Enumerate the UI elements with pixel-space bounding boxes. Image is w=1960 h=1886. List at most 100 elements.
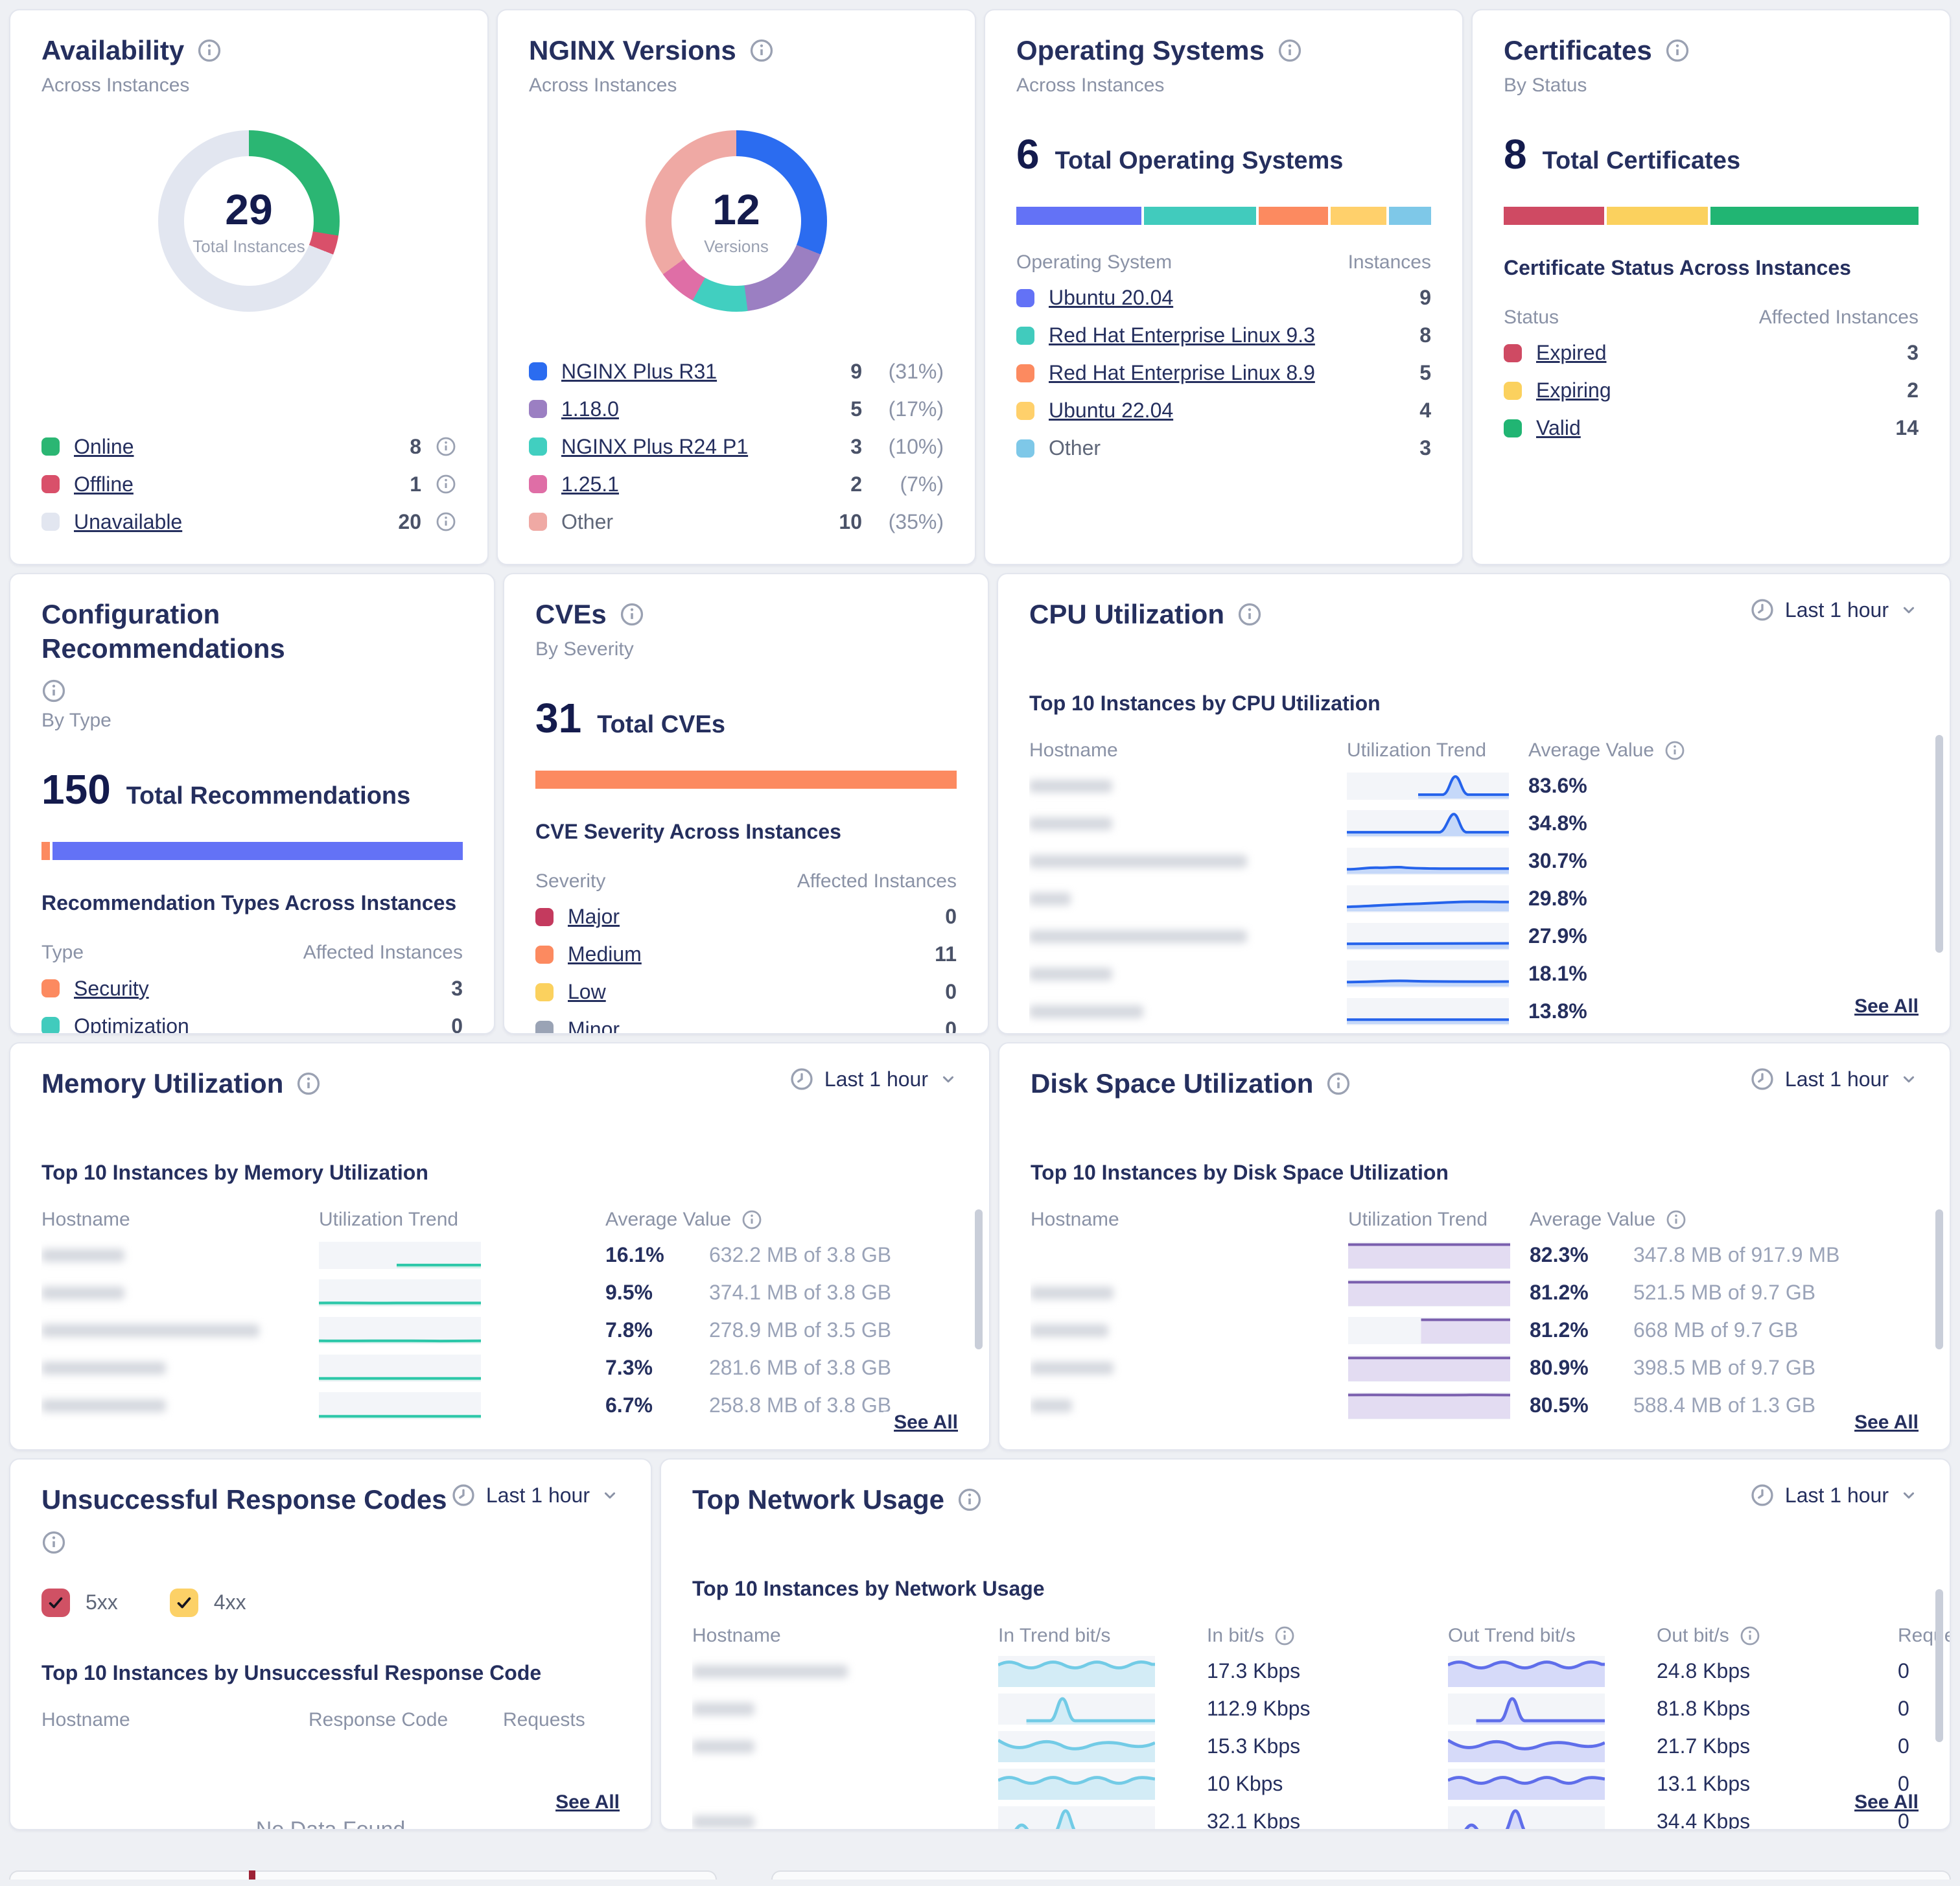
cves-stacked-bar: [535, 770, 957, 789]
hostname-link[interactable]: [1031, 1286, 1114, 1299]
info-icon[interactable]: [1237, 602, 1262, 627]
average-value: 18.1%: [1528, 962, 1587, 985]
info-icon[interactable]: [197, 38, 222, 63]
row-label[interactable]: Medium: [568, 942, 642, 966]
legend-label[interactable]: Offline: [74, 472, 134, 496]
info-icon[interactable]: [957, 1487, 982, 1512]
next-row-preview: [9, 1838, 1951, 1880]
hostname-link[interactable]: [1029, 892, 1071, 905]
scrollbar[interactable]: [1935, 735, 1943, 953]
hostname-link[interactable]: [1029, 854, 1247, 868]
legend-label[interactable]: NGINX Plus R24 P1: [561, 434, 749, 458]
info-icon[interactable]: [436, 511, 456, 532]
info-icon[interactable]: [1666, 1209, 1686, 1230]
table-header: Hostname Utilization Trend Average Value: [41, 1203, 958, 1237]
filter-checkbox[interactable]: [41, 1588, 70, 1617]
row-label[interactable]: Expiring: [1536, 378, 1611, 402]
row-label[interactable]: Red Hat Enterprise Linux 8.9: [1049, 361, 1315, 384]
bar-segment: [1016, 206, 1142, 225]
time-range-dropdown[interactable]: Last 1 hour: [1750, 598, 1919, 622]
table-header: Severity Affected Instances: [535, 865, 957, 898]
info-icon[interactable]: [296, 1071, 321, 1096]
see-all-link[interactable]: See All: [1844, 1791, 1919, 1813]
row-label[interactable]: Minor: [568, 1018, 620, 1034]
nginx-versions-legend: NGINX Plus R31 9 (31%) 1.18.0 5 (17%) NG: [529, 353, 944, 541]
row-label[interactable]: Ubuntu 20.04: [1049, 286, 1174, 309]
hostname-link[interactable]: [692, 1815, 754, 1828]
row-label[interactable]: Valid: [1536, 416, 1581, 439]
scrollbar[interactable]: [975, 1209, 983, 1349]
legend-item: Online 8: [41, 428, 456, 465]
hostname-link[interactable]: [41, 1399, 166, 1412]
see-all-link[interactable]: See All: [1844, 1412, 1919, 1434]
row-label[interactable]: Security: [74, 976, 149, 1000]
info-icon[interactable]: [741, 1209, 762, 1230]
time-range-dropdown[interactable]: Last 1 hour: [789, 1067, 958, 1091]
hostname-link[interactable]: [1029, 779, 1112, 793]
info-icon[interactable]: [1326, 1071, 1351, 1096]
hostname-link[interactable]: [692, 1664, 848, 1678]
legend-label[interactable]: 1.25.1: [561, 472, 619, 496]
table-row: 7.8% 278.9 MB of 3.5 GB: [41, 1312, 958, 1349]
table-row: 15.3 Kbps 21.7 Kbps 0: [692, 1728, 1919, 1765]
info-icon[interactable]: [1665, 38, 1690, 63]
clock-icon: [1751, 1068, 1773, 1090]
row-label[interactable]: Major: [568, 905, 620, 928]
legend-label[interactable]: Online: [74, 434, 134, 458]
table-row: 10 Kbps 13.1 Kbps 0: [692, 1765, 1919, 1803]
versions-label: Versions: [704, 237, 769, 256]
legend-label[interactable]: Other: [561, 509, 614, 533]
memory-utilization-card: Memory Utilization Last 1 hour Top 10 In…: [9, 1042, 990, 1450]
time-range-dropdown[interactable]: Last 1 hour: [451, 1483, 620, 1508]
hostname-link[interactable]: [1031, 1399, 1072, 1412]
requests-value: 0: [1898, 1659, 1909, 1682]
see-all-link[interactable]: See All: [883, 1412, 958, 1434]
hostname-link[interactable]: [1029, 1005, 1143, 1018]
time-range-dropdown[interactable]: Last 1 hour: [1750, 1483, 1919, 1508]
row-label[interactable]: Red Hat Enterprise Linux 9.3: [1049, 323, 1315, 347]
card-title-row: Configuration Recommendations: [41, 598, 463, 703]
see-all-link[interactable]: See All: [545, 1791, 620, 1813]
disk-rows: 82.3% 347.8 MB of 917.9 MB 81.2% 521.5 MB …: [1031, 1237, 1919, 1431]
scrollbar[interactable]: [1935, 1589, 1943, 1742]
table-row: 81.2% 668 MB of 9.7 GB: [1031, 1312, 1919, 1349]
row-label[interactable]: Other: [1049, 436, 1101, 460]
info-icon[interactable]: [41, 1530, 66, 1555]
hostname-link[interactable]: [1031, 1323, 1108, 1337]
row-label[interactable]: Low: [568, 980, 606, 1003]
legend-label[interactable]: 1.18.0: [561, 397, 619, 421]
hostname-link[interactable]: [41, 1361, 166, 1375]
hostname-link[interactable]: [1029, 817, 1112, 830]
info-icon[interactable]: [1740, 1625, 1760, 1646]
info-icon[interactable]: [1278, 38, 1302, 63]
hostname-link[interactable]: [1031, 1361, 1114, 1375]
hostname-link[interactable]: [692, 1702, 754, 1716]
row-label[interactable]: Expired: [1536, 341, 1607, 364]
info-icon[interactable]: [436, 436, 456, 457]
see-all-link[interactable]: See All: [1844, 995, 1919, 1018]
hostname-link[interactable]: [692, 1740, 754, 1753]
row-label[interactable]: Optimization: [74, 1014, 189, 1034]
info-icon[interactable]: [1664, 740, 1685, 761]
time-range-value: Last 1 hour: [1784, 1483, 1889, 1507]
info-icon[interactable]: [41, 679, 66, 703]
row-chip: [1016, 364, 1034, 382]
hostname-link[interactable]: [41, 1323, 259, 1337]
scrollbar[interactable]: [1935, 1209, 1943, 1349]
legend-label[interactable]: NGINX Plus R31: [561, 359, 718, 383]
config-recommendations-title: Configuration Recommendations: [41, 599, 285, 664]
hostname-link[interactable]: [1029, 967, 1112, 981]
row-label[interactable]: Ubuntu 22.04: [1049, 399, 1174, 422]
col-average: Average Value: [605, 1208, 732, 1230]
row-value: 3: [1419, 436, 1431, 460]
filter-checkbox[interactable]: [169, 1588, 198, 1617]
info-icon[interactable]: [749, 38, 774, 63]
info-icon[interactable]: [436, 474, 456, 495]
hostname-link[interactable]: [1029, 929, 1247, 943]
time-range-dropdown[interactable]: Last 1 hour: [1750, 1067, 1919, 1091]
info-icon[interactable]: [620, 602, 644, 627]
hostname-link[interactable]: [41, 1286, 124, 1299]
info-icon[interactable]: [1274, 1625, 1295, 1646]
hostname-link[interactable]: [41, 1248, 124, 1262]
legend-label[interactable]: Unavailable: [74, 509, 183, 533]
